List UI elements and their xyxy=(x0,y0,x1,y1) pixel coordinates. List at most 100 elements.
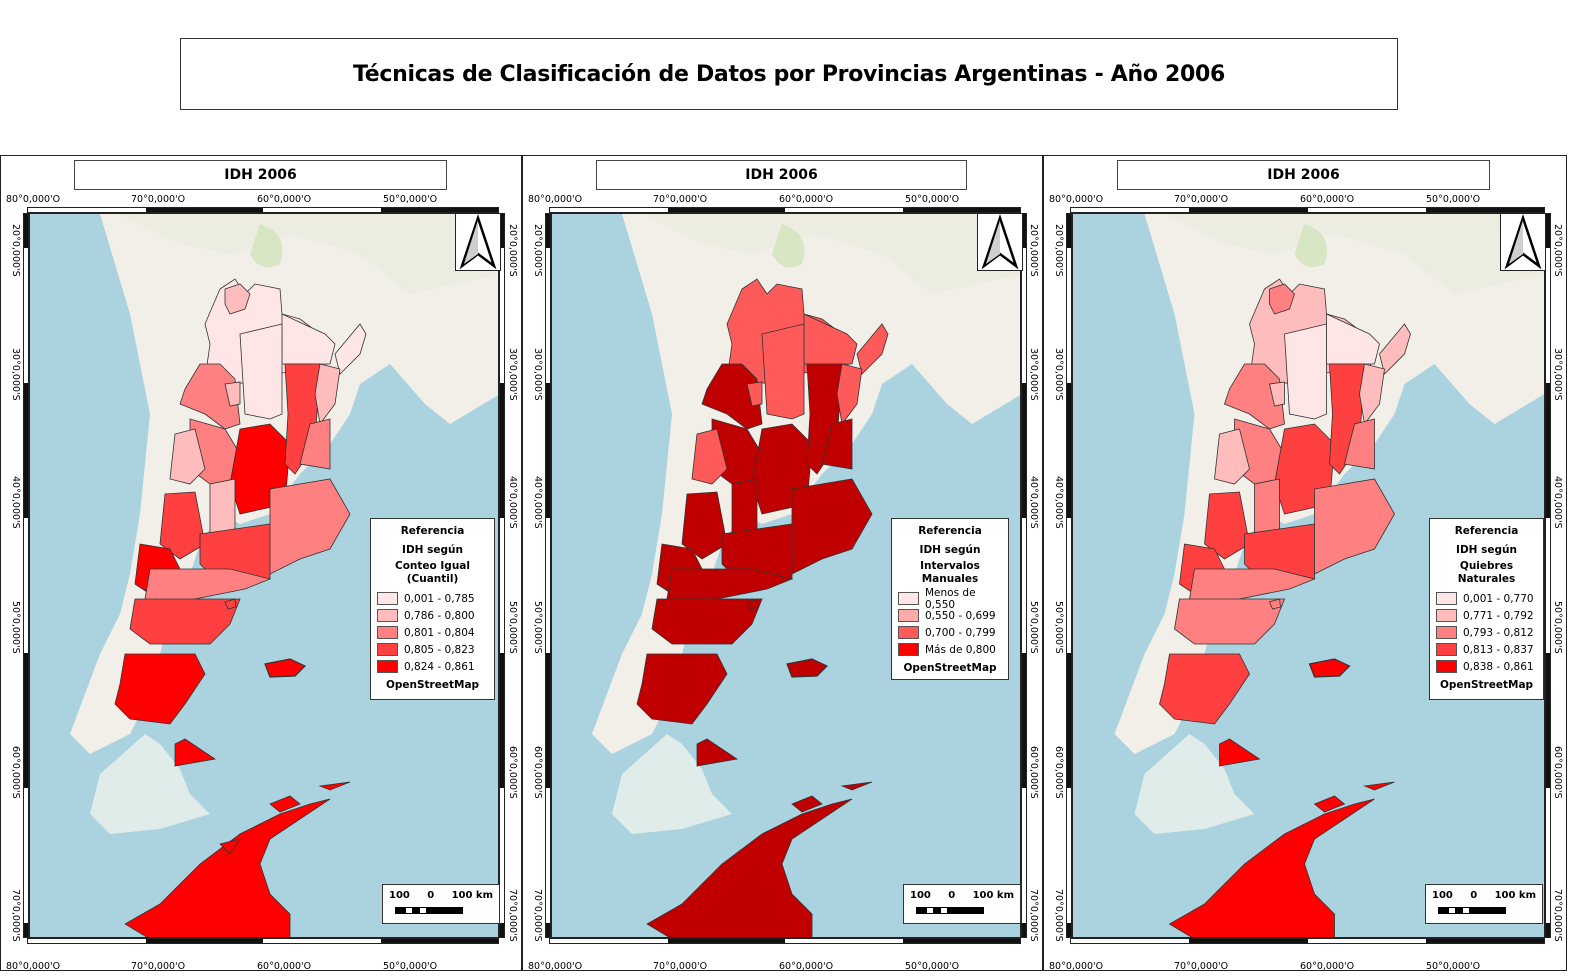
graticule-scale-bottom xyxy=(27,938,499,944)
legend-title: Referencia xyxy=(400,525,465,537)
lat-label: 20°0,000'S xyxy=(507,224,518,277)
legend-item: 0,550 - 0,699 xyxy=(898,607,1002,624)
lon-label: 80°0,000'O xyxy=(6,961,61,972)
lat-label: 40°0,000'S xyxy=(10,476,21,529)
legend: Referencia IDH según Quiebres Naturales … xyxy=(1429,518,1544,700)
map-panel-cuantil: IDH 2006 80°0,000'O 70°0,000'O 60°0,000'… xyxy=(0,155,522,972)
lon-label: 60°0,000'O xyxy=(257,194,312,205)
lat-label: 30°0,000'S xyxy=(1053,348,1064,401)
lat-label: 20°0,000'S xyxy=(532,224,543,277)
panel-title: IDH 2006 xyxy=(1117,160,1490,190)
lat-label: 50°0,000'S xyxy=(10,601,21,654)
lat-label: 50°0,000'S xyxy=(532,601,543,654)
graticule-scale-bottom xyxy=(549,938,1021,944)
scale-bar: 100 0 100 km xyxy=(1425,884,1543,924)
lat-label: 60°0,000'S xyxy=(1053,746,1064,799)
legend-method: Intervalos Manuales xyxy=(920,560,980,585)
legend-title: Referencia xyxy=(1454,525,1519,537)
panel-title: IDH 2006 xyxy=(74,160,447,190)
lat-label: 70°0,000'S xyxy=(1552,889,1563,942)
north-arrow-icon xyxy=(459,214,497,270)
lon-label: 80°0,000'O xyxy=(528,961,583,972)
legend-item: 0,805 - 0,823 xyxy=(377,641,488,658)
argentina-choropleth-map xyxy=(592,214,1020,937)
lon-label: 70°0,000'O xyxy=(131,961,186,972)
lon-label: 60°0,000'O xyxy=(779,961,834,972)
legend-item: 0,838 - 0,861 xyxy=(1436,658,1537,675)
graticule-scale-right xyxy=(1545,213,1551,938)
legend-subtitle: IDH según xyxy=(919,544,981,556)
legend-item: Más de 0,800 xyxy=(898,641,1002,658)
lat-label: 20°0,000'S xyxy=(1053,224,1064,277)
main-title: Técnicas de Clasificación de Datos por P… xyxy=(180,38,1398,110)
north-arrow xyxy=(977,213,1023,271)
legend-item: 0,700 - 0,799 xyxy=(898,624,1002,641)
lon-label: 50°0,000'O xyxy=(1426,961,1481,972)
legend-item: 0,001 - 0,770 xyxy=(1436,590,1537,607)
lon-label: 80°0,000'O xyxy=(528,194,583,205)
legend-item: Menos de 0,550 xyxy=(898,587,1002,611)
lat-label: 30°0,000'S xyxy=(1028,348,1039,401)
legend-item: 0,813 - 0,837 xyxy=(1436,641,1537,658)
lon-label: 70°0,000'O xyxy=(131,194,186,205)
lat-label: 40°0,000'S xyxy=(1028,476,1039,529)
graticule-scale-left xyxy=(1066,213,1072,938)
legend-method: Conteo Igual (Cuantil) xyxy=(395,560,470,585)
north-arrow xyxy=(1500,213,1546,271)
legend: Referencia IDH según Intervalos Manuales… xyxy=(891,518,1009,680)
scale-bar: 100 0 100 km xyxy=(903,884,1021,924)
map-panel-natural-breaks: IDH 2006 80°0,000'O 70°0,000'O 60°0,000'… xyxy=(1043,155,1567,972)
lat-label: 50°0,000'S xyxy=(507,601,518,654)
lat-label: 50°0,000'S xyxy=(1552,601,1563,654)
graticule-scale-top xyxy=(549,207,1021,213)
legend-method: Quiebres Naturales xyxy=(1457,560,1516,585)
lat-label: 20°0,000'S xyxy=(1028,224,1039,277)
legend-item: 0,793 - 0,812 xyxy=(1436,624,1537,641)
lon-label: 50°0,000'O xyxy=(383,194,438,205)
lon-label: 50°0,000'O xyxy=(905,194,960,205)
graticule-scale-right xyxy=(1021,213,1027,938)
lat-label: 70°0,000'S xyxy=(1053,889,1064,942)
lat-label: 30°0,000'S xyxy=(10,348,21,401)
north-arrow-icon xyxy=(981,214,1019,270)
graticule-scale-top xyxy=(1070,207,1545,213)
lat-label: 20°0,000'S xyxy=(10,224,21,277)
lat-label: 70°0,000'S xyxy=(532,889,543,942)
lon-label: 50°0,000'O xyxy=(905,961,960,972)
graticule-scale-bottom xyxy=(1070,938,1545,944)
graticule-scale-top xyxy=(27,207,499,213)
lon-label: 50°0,000'O xyxy=(1426,194,1481,205)
graticule-scale-right xyxy=(499,213,505,938)
lat-label: 70°0,000'S xyxy=(10,889,21,942)
lon-label: 70°0,000'O xyxy=(1174,961,1229,972)
legend-item: 0,771 - 0,792 xyxy=(1436,607,1537,624)
legend-source: OpenStreetMap xyxy=(903,662,997,674)
lat-label: 70°0,000'S xyxy=(507,889,518,942)
graticule-scale-left xyxy=(23,213,29,938)
map-panel-manual: IDH 2006 80°0,000'O 70°0,000'O 60°0,000'… xyxy=(522,155,1043,972)
legend-item: 0,824 - 0,861 xyxy=(377,658,488,675)
legend-subtitle: IDH según xyxy=(402,544,463,556)
lon-label: 80°0,000'O xyxy=(1049,194,1104,205)
lon-label: 60°0,000'O xyxy=(1300,961,1355,972)
legend-item: 0,001 - 0,785 xyxy=(377,590,488,607)
legend-source: OpenStreetMap xyxy=(385,679,480,691)
scale-bar: 100 0 100 km xyxy=(382,884,500,924)
argentina-choropleth-map xyxy=(70,214,498,937)
lon-label: 80°0,000'O xyxy=(6,194,61,205)
lat-label: 50°0,000'S xyxy=(1053,601,1064,654)
lat-label: 60°0,000'S xyxy=(10,746,21,799)
lon-label: 70°0,000'O xyxy=(653,194,708,205)
legend: Referencia IDH según Conteo Igual (Cuant… xyxy=(370,518,495,700)
lat-label: 30°0,000'S xyxy=(507,348,518,401)
graticule-scale-left xyxy=(545,213,551,938)
lat-label: 70°0,000'S xyxy=(1028,889,1039,942)
lat-label: 60°0,000'S xyxy=(1552,746,1563,799)
argentina-choropleth-map xyxy=(1114,214,1544,937)
lon-label: 80°0,000'O xyxy=(1049,961,1104,972)
lat-label: 30°0,000'S xyxy=(1552,348,1563,401)
lon-label: 60°0,000'O xyxy=(1300,194,1355,205)
lat-label: 40°0,000'S xyxy=(507,476,518,529)
panel-title: IDH 2006 xyxy=(596,160,967,190)
lat-label: 40°0,000'S xyxy=(1552,476,1563,529)
